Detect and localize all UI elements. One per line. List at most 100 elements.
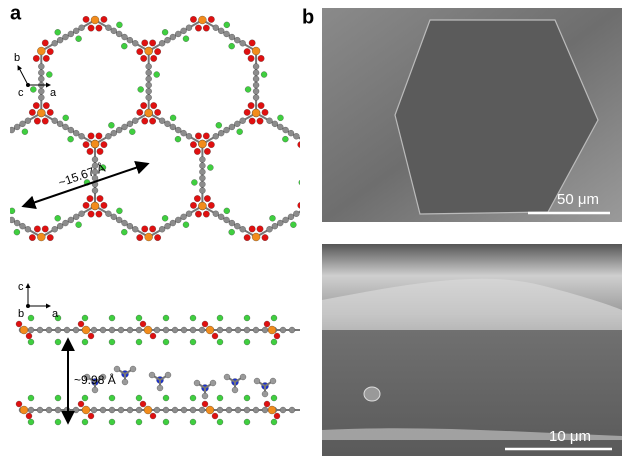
atom	[216, 122, 222, 128]
figure: a b b c a c b a 50 μm 10 μm ~15.67 Å ~9.…	[0, 0, 622, 456]
atom	[267, 118, 273, 124]
atom	[127, 223, 133, 229]
atom	[307, 163, 313, 169]
atom	[218, 214, 224, 220]
atom	[57, 37, 63, 43]
atom	[224, 208, 230, 214]
atom	[127, 407, 133, 413]
atom	[253, 76, 259, 82]
atom	[208, 16, 214, 22]
atom	[253, 407, 259, 413]
atom	[150, 55, 156, 61]
atom	[258, 55, 264, 61]
atom	[109, 419, 115, 425]
atom	[272, 223, 278, 229]
atom	[190, 339, 196, 345]
atom	[190, 327, 196, 333]
atom	[170, 34, 176, 40]
atom	[203, 133, 209, 139]
atom	[277, 220, 283, 226]
atom	[226, 407, 232, 413]
atom	[73, 130, 79, 136]
atom	[232, 387, 238, 393]
atom	[194, 195, 200, 201]
atom	[91, 202, 99, 210]
atom	[245, 86, 251, 92]
atom	[111, 28, 117, 34]
atom	[68, 136, 74, 142]
axis-label: a	[50, 87, 57, 99]
atom	[262, 327, 268, 333]
atom	[217, 327, 223, 333]
atom	[46, 327, 52, 333]
atom	[254, 378, 260, 384]
atom	[190, 202, 196, 208]
atom	[159, 118, 165, 124]
atom	[181, 214, 187, 220]
atom	[109, 315, 115, 321]
atom	[109, 407, 115, 413]
atom	[68, 217, 74, 223]
sem-image	[322, 244, 622, 456]
atom	[190, 315, 196, 321]
atom	[109, 327, 115, 333]
atom	[28, 395, 34, 401]
atom	[229, 220, 235, 226]
atom	[213, 133, 219, 139]
atom	[190, 395, 196, 401]
atom	[34, 226, 40, 232]
atom	[293, 133, 299, 139]
atom	[154, 72, 160, 78]
atom	[132, 118, 138, 124]
atom	[262, 407, 268, 413]
atom	[244, 315, 250, 321]
atom	[22, 129, 28, 135]
atom	[146, 88, 152, 94]
atom	[262, 234, 268, 240]
atom	[122, 220, 128, 226]
atom	[229, 229, 235, 235]
atom	[244, 339, 250, 345]
atom	[91, 16, 99, 24]
atom	[42, 40, 48, 46]
atom	[88, 211, 94, 217]
atom	[170, 115, 176, 121]
atom	[224, 22, 230, 28]
atom	[226, 327, 232, 333]
atom	[253, 327, 259, 333]
atom	[38, 95, 44, 101]
atom	[37, 327, 43, 333]
atom	[280, 327, 286, 333]
atom	[73, 214, 79, 220]
atom	[149, 40, 155, 46]
atom	[163, 407, 169, 413]
atom	[57, 223, 63, 229]
atom	[234, 121, 240, 127]
atom	[3, 214, 9, 220]
atom	[55, 407, 61, 413]
atom	[37, 109, 45, 117]
atom	[30, 86, 36, 92]
atom	[146, 70, 152, 76]
atom	[186, 25, 192, 31]
atom	[198, 202, 206, 210]
atom	[83, 202, 89, 208]
atom	[29, 234, 35, 240]
atom	[248, 102, 254, 108]
atom	[217, 395, 223, 401]
atom	[159, 226, 165, 232]
atom	[140, 102, 146, 108]
atom	[202, 393, 208, 399]
atom	[257, 118, 263, 124]
atom	[240, 226, 246, 232]
atom	[229, 43, 235, 49]
atom	[47, 48, 53, 54]
atom	[280, 407, 286, 413]
atom	[244, 109, 250, 115]
atom	[252, 109, 260, 117]
atom	[204, 195, 210, 201]
atom	[175, 136, 181, 142]
atom	[73, 327, 79, 333]
atom	[142, 118, 148, 124]
atom	[183, 36, 189, 42]
